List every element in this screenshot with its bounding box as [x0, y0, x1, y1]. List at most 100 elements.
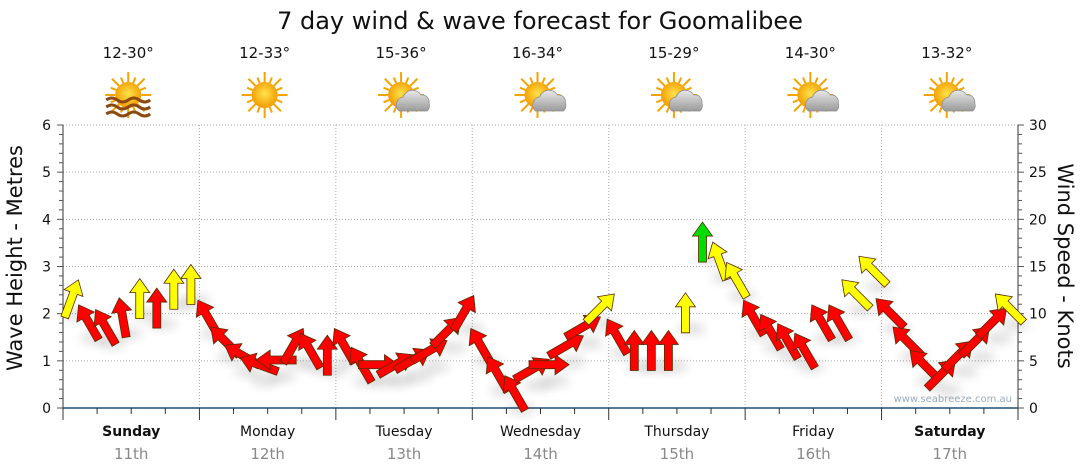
sun-ray [928, 99, 936, 104]
arrow-shadow [404, 369, 433, 382]
wind-arrow [674, 292, 697, 334]
wind-arrow [128, 277, 151, 320]
temperature-label: 13-32° [921, 44, 972, 62]
sun-ray [519, 99, 526, 104]
sun-disc [251, 82, 278, 108]
temperature-label: 15-29° [648, 44, 699, 62]
sun-ray [950, 77, 955, 84]
temperature-label: 12-33° [239, 44, 290, 62]
date-label: 13th [387, 445, 421, 463]
sun-cloud-icon [514, 72, 567, 118]
arrow-shadow [575, 336, 604, 349]
sun-ray [120, 77, 125, 84]
sun-ray [958, 86, 965, 91]
wind-arrow [858, 255, 891, 288]
y-axis-right-label: Wind Speed - Knots [1053, 163, 1077, 368]
sun-ray [409, 78, 419, 87]
sun-ray [256, 106, 261, 113]
sun-ray [665, 77, 670, 84]
sun-ray [132, 77, 137, 84]
date-label: 15th [660, 445, 694, 463]
date-label: 16th [796, 445, 830, 463]
sun-ray [656, 78, 666, 87]
sun-ray [273, 78, 282, 87]
sun-ray [529, 77, 534, 84]
sun-cloud-icon [650, 72, 703, 118]
wind-arrow [449, 294, 476, 333]
date-label: 12th [250, 445, 284, 463]
wind-arrow [180, 263, 202, 305]
sun-ray [136, 78, 146, 87]
y-left-tick-label: 1 [42, 354, 51, 370]
sun-ray [247, 78, 257, 87]
wind-arrow [657, 329, 680, 371]
y-right-tick-label: 5 [1029, 354, 1038, 370]
y-axis-left-label: Wave Height - Metres [3, 145, 27, 371]
y-right-tick-label: 10 [1029, 307, 1047, 323]
cloud-shape [668, 89, 703, 112]
date-label: 11th [114, 445, 148, 463]
y-left-tick-label: 5 [42, 165, 51, 181]
temperature-label: 14-30° [785, 44, 836, 62]
arrow-shadow [984, 332, 1013, 345]
cloud-shape [395, 89, 430, 112]
sun-ray [276, 86, 283, 91]
day-label: Friday [792, 424, 834, 440]
day-label: Thursday [643, 424, 709, 440]
arrow-shadow [541, 374, 570, 387]
sun-ray [793, 78, 802, 87]
sun-ray [405, 77, 410, 84]
sun-ray [268, 106, 273, 113]
wind-arrows [60, 221, 1028, 413]
arrow-shadow [234, 365, 263, 378]
sun-ray [793, 103, 802, 112]
sun-ray [383, 99, 390, 104]
wind-arrow [605, 318, 632, 357]
y-left-tick-label: 2 [42, 307, 51, 323]
sun-cloud-icon [378, 72, 430, 118]
y-left-tick-label: 4 [42, 212, 51, 228]
cloud-shape [532, 89, 567, 112]
y-left-tick-label: 3 [42, 260, 51, 276]
day-label: Wednesday [500, 424, 581, 440]
sun-cloud-icon [923, 72, 976, 118]
sun-ray [273, 103, 282, 112]
cloud-shape [805, 89, 840, 112]
temperature-label: 15-36° [376, 44, 427, 62]
day-label: Monday [240, 424, 295, 440]
arrow-shadow [933, 384, 962, 397]
sun-ray [392, 106, 398, 113]
wind-arrow [809, 304, 836, 343]
sun-ray [110, 86, 117, 91]
wind-arrow [76, 304, 103, 343]
sun-ray [818, 78, 828, 87]
sun-ray [677, 77, 683, 84]
sun-ray [384, 103, 393, 112]
wind-arrow [826, 304, 853, 343]
cloud-shape [941, 89, 976, 112]
sun-ray [682, 78, 691, 87]
wind-arrow [974, 307, 1008, 340]
sun-ray [656, 103, 666, 112]
axes: 0 1 2 3 4 5 6 0 5 10 15 20 25 30 Sunday 11th Monday 12th T… [42, 118, 1047, 463]
sun-ray [384, 78, 393, 87]
sun-ray [549, 86, 556, 91]
sun-icon [241, 72, 288, 118]
wind-arrow [775, 323, 802, 361]
sun-ray [520, 78, 530, 87]
sun-ray [665, 106, 670, 113]
sun-ray [246, 99, 254, 104]
sun-ray [802, 106, 807, 113]
sun-ray [246, 86, 254, 91]
y-right-tick-label: 20 [1029, 212, 1047, 228]
y-right-tick-label: 30 [1029, 118, 1047, 134]
y-right-tick-label: 25 [1029, 165, 1047, 181]
sun-ray [392, 77, 398, 84]
wind-arrow [146, 287, 168, 329]
sun-ray [383, 86, 390, 91]
sun-ray [929, 78, 939, 87]
wind-arrow [875, 298, 908, 331]
sun-ray [541, 77, 546, 84]
grid [63, 124, 1018, 408]
